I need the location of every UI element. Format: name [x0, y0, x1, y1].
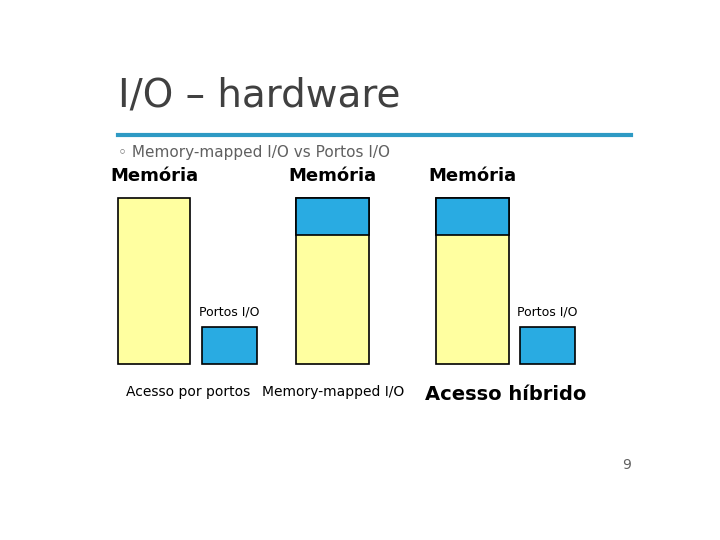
Bar	[118, 198, 190, 364]
Text: Acesso por portos: Acesso por portos	[125, 385, 250, 399]
Bar	[436, 198, 508, 235]
Text: Portos I/O: Portos I/O	[199, 306, 260, 319]
Text: Memória: Memória	[110, 167, 198, 185]
Text: Acesso híbrido: Acesso híbrido	[425, 385, 586, 404]
Text: Memory-mapped I/O: Memory-mapped I/O	[261, 385, 404, 399]
Text: 9: 9	[622, 458, 631, 472]
Bar	[297, 198, 369, 364]
Bar	[297, 198, 369, 235]
Text: ◦ Memory-mapped I/O vs Portos I/O: ◦ Memory-mapped I/O vs Portos I/O	[118, 145, 390, 160]
Text: I/O – hardware: I/O – hardware	[118, 77, 400, 114]
Bar	[202, 327, 258, 364]
Text: Memória: Memória	[428, 167, 516, 185]
Bar	[520, 327, 575, 364]
Text: Memória: Memória	[289, 167, 377, 185]
Bar	[436, 198, 508, 364]
Text: Portos I/O: Portos I/O	[517, 306, 578, 319]
